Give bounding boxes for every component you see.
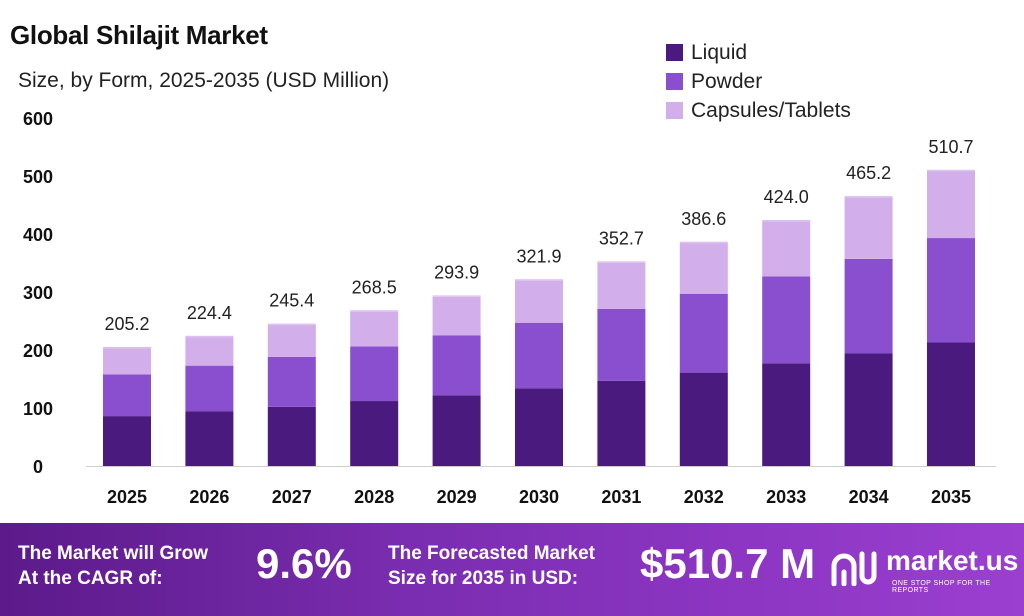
x-tick-label: 2034 — [849, 487, 889, 507]
y-tick-label: 400 — [23, 225, 53, 245]
bar-total-label: 224.4 — [187, 303, 232, 323]
bar-segment-capsules-tablets — [185, 335, 234, 366]
stacked-bar-chart: 0 100 200 300 400 500 600 205.2 2025 224.4 2026 245… — [23, 109, 996, 507]
bar-total-label: 293.9 — [434, 263, 479, 283]
legend-item-powder: Powder — [666, 67, 851, 96]
bar-segment-capsules-tablets — [927, 169, 975, 239]
bar-segment-powder — [103, 374, 151, 417]
y-tick-label: 100 — [23, 399, 53, 419]
bar-segment-liquid — [185, 411, 234, 466]
bar-total-label: 321.9 — [516, 246, 561, 266]
forecast-caption: The Forecasted Market Size for 2035 in U… — [388, 541, 595, 591]
y-tick-label: 200 — [23, 341, 53, 361]
bar-segment-powder — [927, 238, 975, 343]
bar-segment-liquid — [267, 406, 316, 466]
bar-segment-liquid — [350, 401, 399, 466]
bar-segment-powder — [185, 365, 234, 412]
bar-segment-capsules-tablets — [679, 241, 728, 294]
bar-total-label: 245.4 — [269, 291, 314, 311]
legend-label-powder: Powder — [691, 69, 763, 93]
bar-segment-powder — [350, 346, 399, 402]
forecast-caption-line1: The Forecasted Market — [388, 543, 595, 564]
bar-total-label: 386.6 — [681, 209, 726, 229]
bar-segment-powder — [844, 258, 893, 354]
bar-segment-capsules-tablets — [597, 261, 646, 309]
bar-segment-liquid — [679, 372, 728, 466]
brand-name: market.us — [886, 545, 1019, 576]
bar-segment-powder — [432, 335, 481, 396]
cagr-value: 9.6% — [256, 540, 352, 587]
brand-tagline: ONE STOP SHOP FOR THE REPORTS — [892, 580, 991, 594]
legend-swatch-capsules-tablets — [666, 102, 683, 119]
legend-swatch-powder — [666, 73, 683, 90]
bar-segment-liquid — [927, 342, 975, 466]
cagr-caption-line2: At the CAGR of: — [18, 568, 163, 589]
chart-title: Global Shilajit Market — [10, 20, 268, 50]
legend-item-capsules-tablets: Capsules/Tablets — [666, 96, 851, 125]
chart-subtitle: Size, by Form, 2025-2035 (USD Million) — [18, 69, 390, 92]
x-tick-label: 2033 — [766, 487, 806, 507]
bar-total-label: 465.2 — [846, 163, 891, 183]
bar-segment-capsules-tablets — [432, 295, 481, 336]
legend-label-capsules-tablets: Capsules/Tablets — [691, 98, 851, 122]
bar-segment-liquid — [432, 395, 481, 466]
x-tick-label: 2031 — [601, 487, 641, 507]
x-tick-label: 2035 — [931, 487, 971, 507]
y-tick-label: 500 — [23, 167, 53, 187]
chart-legend: Liquid Powder Capsules/Tablets — [666, 38, 851, 125]
legend-swatch-liquid — [666, 44, 683, 61]
bar-segment-liquid — [762, 363, 811, 466]
bar-total-label: 424.0 — [764, 187, 809, 207]
bar-segment-liquid — [597, 380, 646, 466]
bar-segment-powder — [597, 308, 646, 381]
x-tick-label: 2032 — [684, 487, 724, 507]
cagr-caption: The Market will Grow At the CAGR of: — [18, 541, 208, 591]
bar-total-label: 510.7 — [928, 137, 973, 157]
bar-segment-capsules-tablets — [267, 323, 316, 357]
forecast-caption-line2: Size for 2035 in USD: — [388, 568, 579, 589]
bar-total-label: 205.2 — [104, 314, 149, 334]
bar-segment-capsules-tablets — [515, 279, 563, 323]
footer-banner: The Market will Grow At the CAGR of: 9.6… — [0, 523, 1024, 616]
bar-segment-capsules-tablets — [350, 310, 399, 347]
x-tick-label: 2027 — [272, 487, 312, 507]
bar-segment-capsules-tablets — [103, 346, 151, 375]
bar-segment-liquid — [103, 416, 151, 466]
forecast-value: $510.7 M — [640, 540, 816, 587]
x-tick-label: 2026 — [189, 487, 229, 507]
bar-segment-powder — [515, 322, 563, 389]
bar-segment-capsules-tablets — [844, 196, 893, 259]
bar-segment-powder — [679, 293, 728, 373]
bar-segment-powder — [267, 356, 316, 407]
y-tick-label: 300 — [23, 283, 53, 303]
bar-segment-capsules-tablets — [762, 220, 811, 277]
cagr-caption-line1: The Market will Grow — [18, 543, 209, 564]
legend-item-liquid: Liquid — [666, 38, 851, 67]
bar-segment-liquid — [844, 353, 893, 466]
bar-total-label: 352.7 — [599, 228, 644, 248]
x-tick-label: 2029 — [437, 487, 477, 507]
market-us-logo-icon — [831, 551, 877, 586]
x-tick-label: 2028 — [354, 487, 394, 507]
x-tick-label: 2025 — [107, 487, 147, 507]
bar-total-label: 268.5 — [352, 277, 397, 297]
bar-segment-powder — [762, 276, 811, 364]
bar-segment-liquid — [515, 388, 563, 466]
x-tick-label: 2030 — [519, 487, 559, 507]
y-tick-label: 600 — [23, 109, 53, 129]
legend-label-liquid: Liquid — [691, 40, 748, 64]
y-tick-label: 0 — [33, 457, 43, 477]
